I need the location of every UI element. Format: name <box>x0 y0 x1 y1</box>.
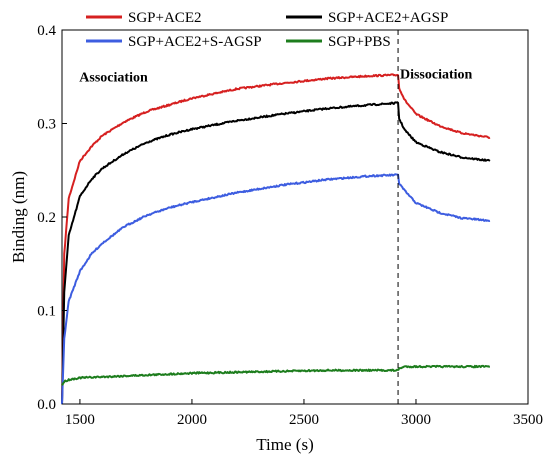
legend-label: SGP+PBS <box>328 34 391 50</box>
x-axis-label: Time (s) <box>256 435 313 454</box>
y-axis-label: Binding (nm) <box>9 171 28 263</box>
y-tick-label: 0.1 <box>37 304 56 320</box>
series-line-1 <box>61 73 491 405</box>
y-tick-label: 0.3 <box>37 117 56 133</box>
x-tick-label: 3500 <box>513 412 543 428</box>
series-line-3 <box>61 173 491 405</box>
series-line-4 <box>61 364 491 386</box>
legend-label: SGP+ACE2 <box>128 10 201 26</box>
association-label: Association <box>79 70 148 85</box>
legend-label: SGP+ACE2+S-AGSP <box>128 34 262 50</box>
legend: SGP+ACE2 SGP+ACE2+AGSP SGP+ACE2+S-AGSP SGP+… <box>86 10 448 50</box>
x-tick-label: 2500 <box>289 412 319 428</box>
y-tick-label: 0.0 <box>37 397 56 413</box>
x-tick-label: 3000 <box>401 412 431 428</box>
ticks-layer: 1500 2000 2500 3000 3500 0.0 0.1 0.2 0.3 0.4 <box>37 23 543 428</box>
x-tick-label: 2000 <box>177 412 207 428</box>
dissociation-label: Dissociation <box>400 68 473 83</box>
series-layer <box>61 73 491 405</box>
legend-label: SGP+ACE2+AGSP <box>328 10 448 26</box>
x-tick-label: 1500 <box>65 412 95 428</box>
y-tick-label: 0.2 <box>37 210 56 226</box>
y-tick-label: 0.4 <box>37 23 56 39</box>
series-line-2 <box>61 101 491 405</box>
